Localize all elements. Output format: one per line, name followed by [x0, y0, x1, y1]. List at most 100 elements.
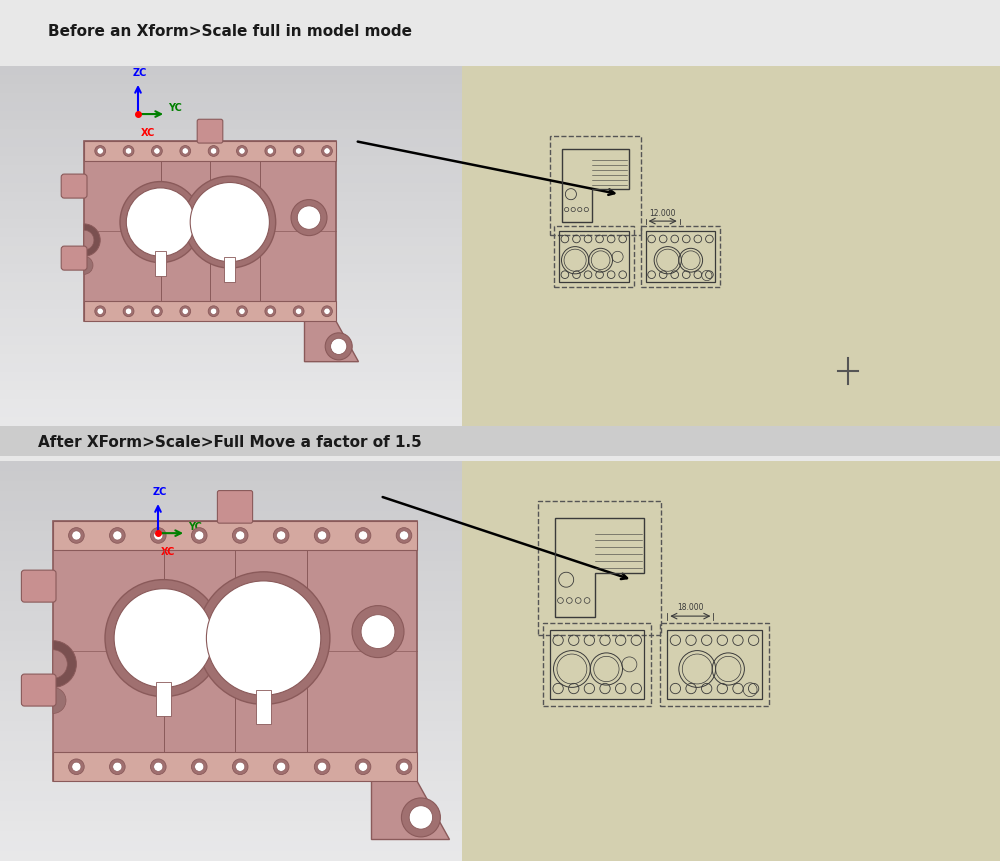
- Bar: [0, 237, 462, 246]
- Text: XC: XC: [161, 547, 175, 557]
- FancyBboxPatch shape: [21, 570, 56, 602]
- Circle shape: [236, 762, 245, 771]
- Bar: [0, 561, 462, 571]
- Bar: [0, 751, 462, 761]
- Bar: [0, 156, 462, 165]
- Bar: [543, 623, 651, 706]
- FancyBboxPatch shape: [21, 674, 56, 706]
- Bar: [0, 219, 462, 228]
- Circle shape: [396, 759, 412, 775]
- Bar: [0, 255, 462, 264]
- Bar: [0, 511, 462, 521]
- Bar: [462, 461, 1000, 861]
- Circle shape: [239, 308, 245, 314]
- Circle shape: [396, 528, 412, 543]
- Circle shape: [322, 146, 332, 157]
- Circle shape: [72, 531, 81, 540]
- Bar: [0, 300, 462, 309]
- Circle shape: [150, 759, 166, 775]
- Circle shape: [206, 581, 321, 696]
- Bar: [0, 84, 462, 93]
- Circle shape: [191, 528, 207, 543]
- Bar: [0, 621, 462, 631]
- Circle shape: [325, 333, 352, 360]
- Bar: [660, 623, 769, 706]
- Bar: [155, 251, 166, 276]
- Circle shape: [195, 531, 204, 540]
- Bar: [0, 210, 462, 219]
- Bar: [554, 226, 634, 288]
- Circle shape: [237, 306, 247, 317]
- Text: XC: XC: [141, 128, 155, 138]
- Circle shape: [267, 308, 273, 314]
- Bar: [0, 501, 462, 511]
- FancyBboxPatch shape: [61, 174, 87, 198]
- Bar: [53, 521, 417, 549]
- Circle shape: [318, 762, 327, 771]
- Bar: [0, 129, 462, 138]
- Bar: [53, 521, 417, 781]
- Circle shape: [293, 146, 304, 157]
- Bar: [0, 831, 462, 841]
- Circle shape: [72, 762, 81, 771]
- Bar: [559, 232, 629, 282]
- Circle shape: [152, 146, 162, 157]
- Bar: [0, 691, 462, 701]
- Bar: [550, 136, 641, 235]
- Circle shape: [69, 528, 84, 543]
- Circle shape: [126, 188, 195, 257]
- Text: YC: YC: [188, 522, 202, 532]
- Bar: [0, 811, 462, 821]
- Wedge shape: [84, 224, 100, 257]
- Circle shape: [355, 528, 371, 543]
- Circle shape: [399, 531, 409, 540]
- Bar: [0, 641, 462, 651]
- Bar: [0, 661, 462, 671]
- Bar: [0, 821, 462, 831]
- Circle shape: [401, 798, 440, 837]
- Bar: [0, 741, 462, 751]
- Bar: [53, 753, 417, 781]
- Circle shape: [358, 531, 368, 540]
- Bar: [462, 66, 1000, 426]
- Bar: [0, 345, 462, 354]
- Text: ZC: ZC: [133, 68, 147, 78]
- Text: 18.000: 18.000: [677, 603, 704, 611]
- Wedge shape: [53, 650, 67, 678]
- Circle shape: [97, 308, 103, 314]
- Circle shape: [113, 531, 122, 540]
- Circle shape: [152, 306, 162, 317]
- Bar: [0, 611, 462, 621]
- Bar: [0, 771, 462, 781]
- Circle shape: [277, 531, 286, 540]
- Circle shape: [296, 148, 302, 154]
- Bar: [0, 93, 462, 102]
- Circle shape: [358, 762, 368, 771]
- Circle shape: [190, 183, 269, 262]
- Bar: [224, 257, 235, 282]
- Bar: [0, 551, 462, 561]
- Circle shape: [277, 762, 286, 771]
- Circle shape: [355, 759, 371, 775]
- Circle shape: [296, 308, 302, 314]
- Circle shape: [95, 146, 106, 157]
- Circle shape: [125, 148, 132, 154]
- Text: After XForm>Scale>Full Move a factor of 1.5: After XForm>Scale>Full Move a factor of …: [38, 435, 422, 449]
- Bar: [0, 791, 462, 801]
- Wedge shape: [84, 230, 94, 250]
- Circle shape: [265, 306, 276, 317]
- Polygon shape: [305, 321, 359, 362]
- Bar: [156, 683, 171, 716]
- Circle shape: [322, 306, 332, 317]
- Bar: [84, 301, 336, 321]
- Bar: [0, 651, 462, 661]
- Circle shape: [239, 148, 245, 154]
- Bar: [0, 336, 462, 345]
- Bar: [0, 327, 462, 336]
- Circle shape: [273, 528, 289, 543]
- Bar: [0, 147, 462, 156]
- Bar: [0, 354, 462, 363]
- Bar: [0, 282, 462, 291]
- Bar: [0, 711, 462, 721]
- Circle shape: [95, 306, 106, 317]
